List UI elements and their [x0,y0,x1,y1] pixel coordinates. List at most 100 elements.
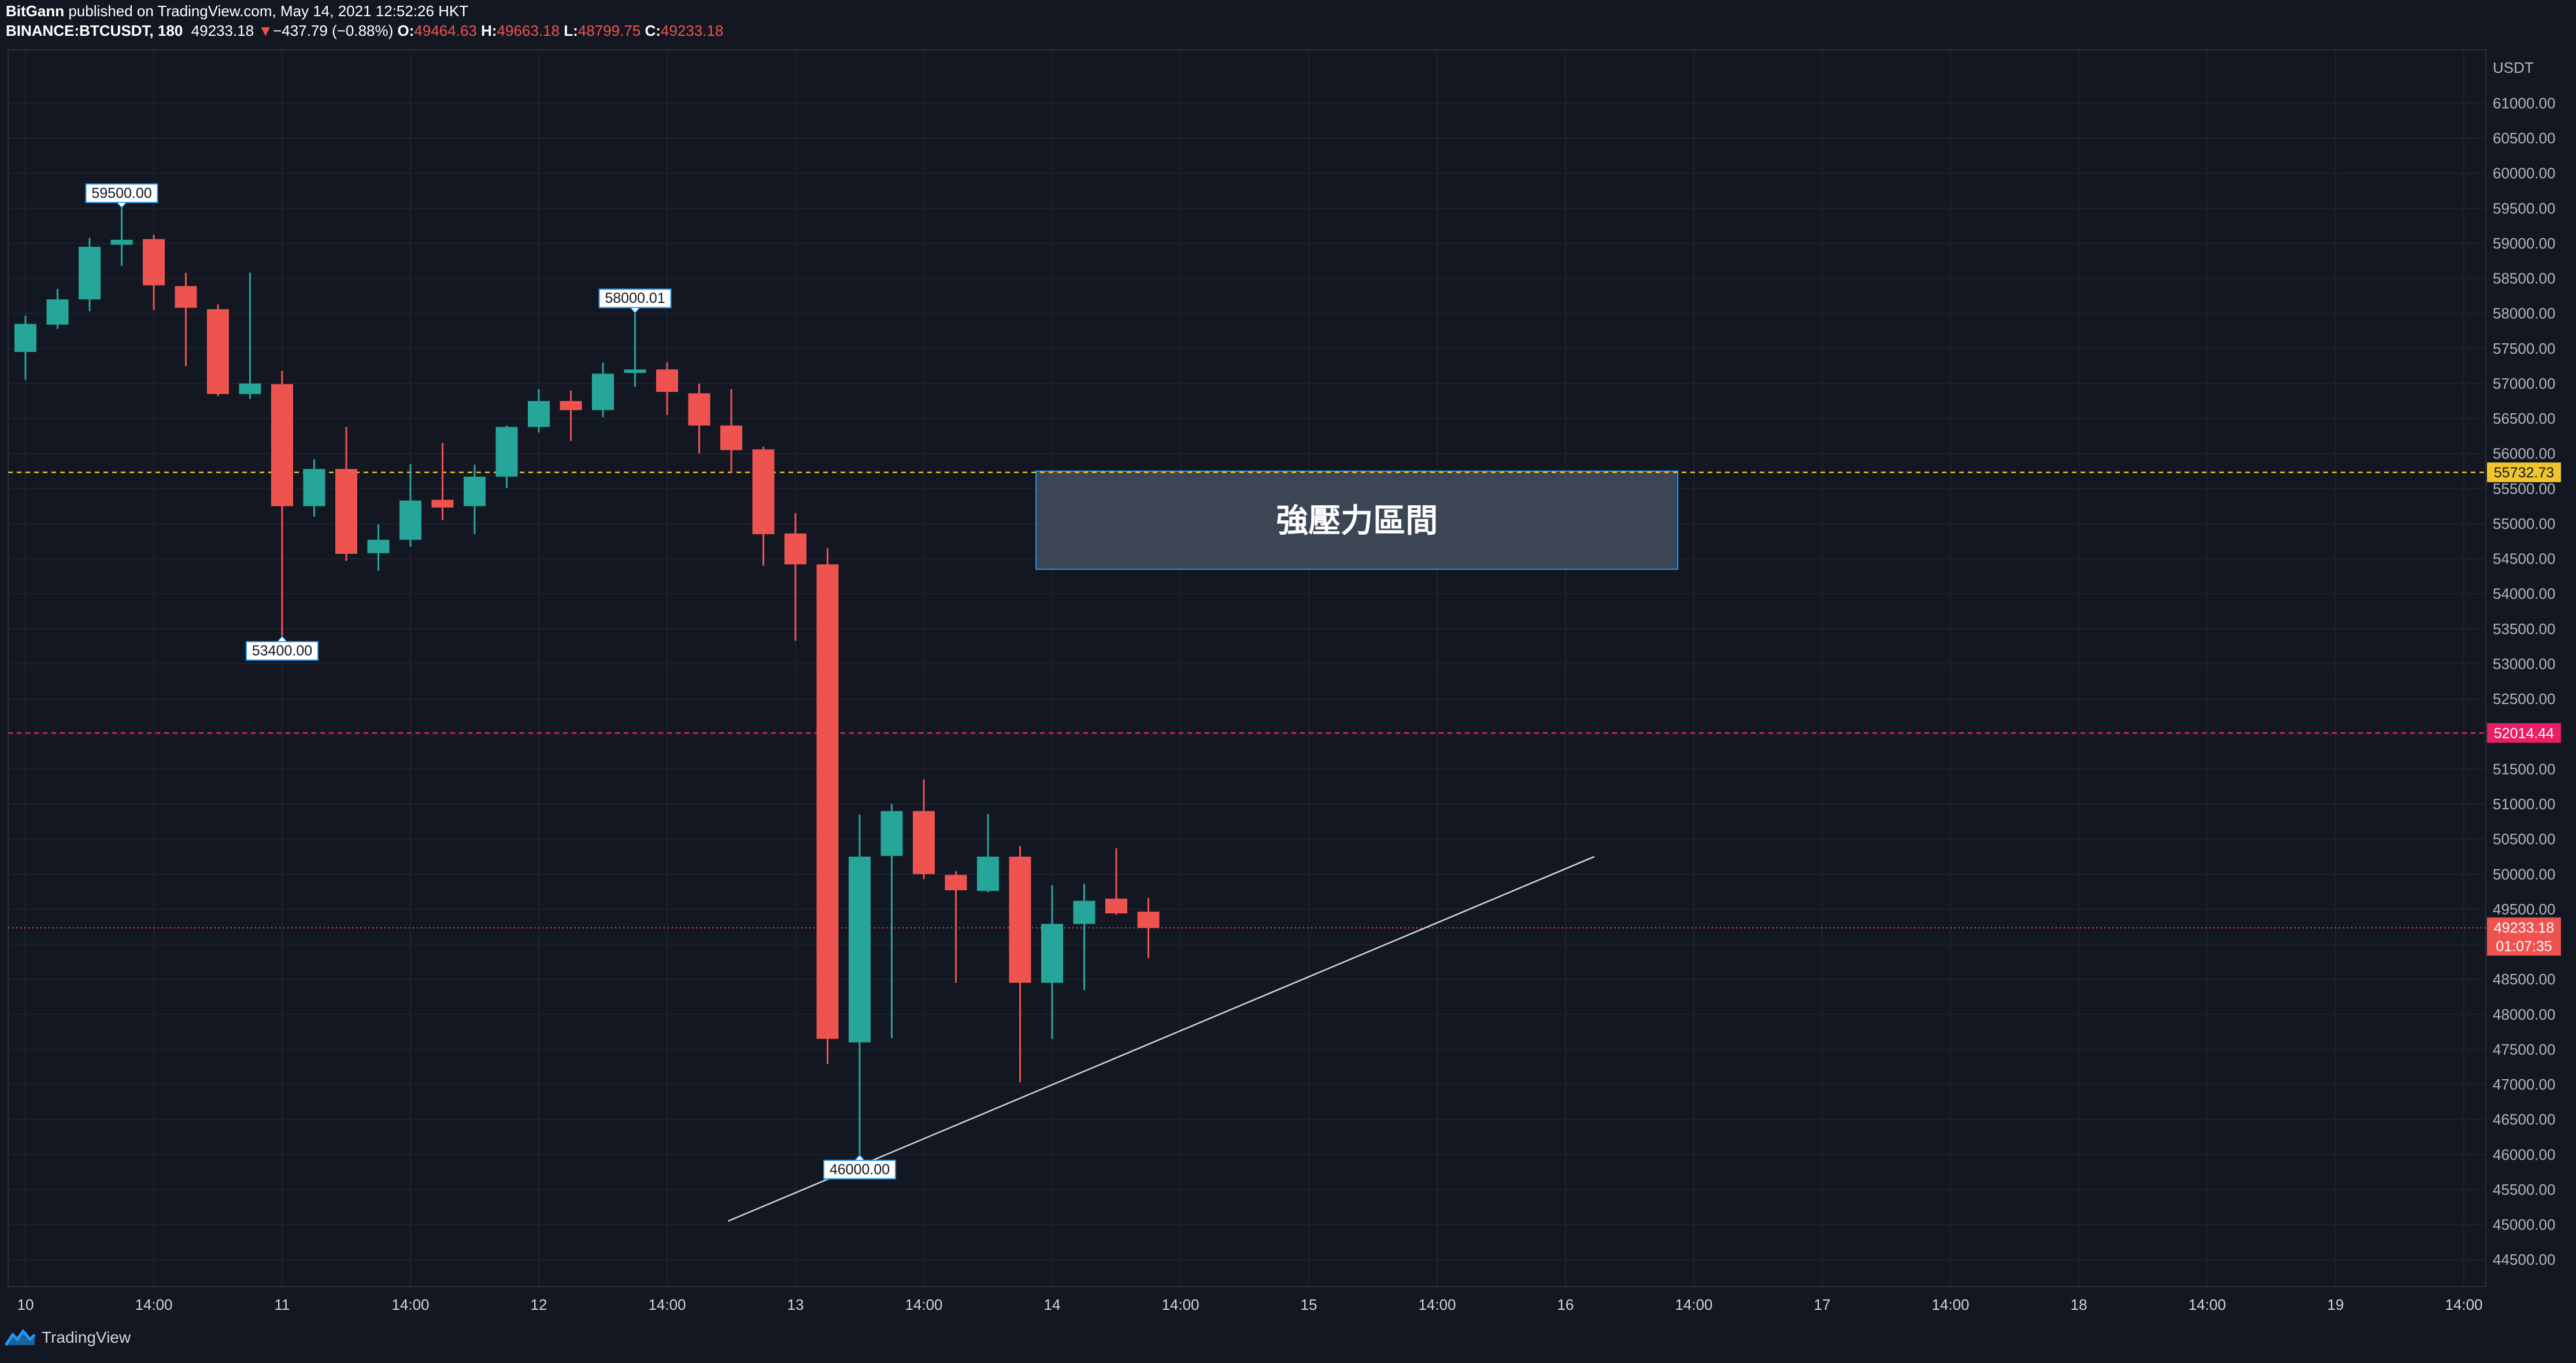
time-tick-label: 14:00 [1161,1296,1199,1313]
price-tick-label: 47500.00 [2493,1040,2555,1058]
price-tick-label: 49500.00 [2493,901,2555,918]
candle-body [656,369,678,392]
time-tick-label: 13 [787,1296,804,1313]
price-tick-label: 47000.00 [2493,1076,2555,1093]
candle-body [79,246,101,299]
price-tick-label: 50500.00 [2493,831,2555,848]
price-callout-label: 46000.00 [830,1161,890,1177]
change-down-icon: ▼ [258,22,273,39]
low-value: 48799.75 [578,22,641,39]
price-tick-label: 56000.00 [2493,445,2555,462]
candle-body [495,427,518,477]
horizontal-line-label-bg [2487,723,2561,743]
price-callout-pointer [116,202,128,209]
candle-body [592,373,614,410]
candle-body [720,425,742,450]
price-tick-label: 53500.00 [2493,620,2555,638]
price-callout-label: 58000.01 [605,290,665,306]
time-tick-label: 14 [1044,1296,1061,1313]
high-label: H: [481,22,497,39]
candle-body [752,449,775,535]
candle-body [1105,898,1127,914]
candle-body [431,499,454,508]
candle-body [335,469,357,554]
price-tick-label: 48500.00 [2493,971,2555,988]
tradingview-logo-icon[interactable] [5,1329,36,1346]
candle-body [239,383,261,394]
candle-body [1137,912,1160,928]
price-callout-box [85,183,158,203]
time-tick-label: 17 [1814,1296,1831,1313]
footer: TradingView [5,1328,131,1347]
time-tick-label: 14:00 [648,1296,686,1313]
candle-body [399,500,421,540]
open-label: O: [397,22,414,39]
horizontal-line-label: 52014.44 [2494,725,2554,742]
time-tick-label: 16 [1557,1296,1574,1313]
brand-name[interactable]: TradingView [42,1328,131,1346]
countdown-label: 01:07:35 [2496,938,2552,954]
resistance-zone-label: 強壓力區間 [1276,502,1438,539]
resistance-zone [1035,471,1679,570]
candle-body [880,811,903,856]
candle-body [816,564,839,1039]
candle-body [143,239,165,286]
open-value: 49464.63 [414,22,477,39]
author-name[interactable]: BitGann [6,2,65,20]
candle-body [110,239,133,245]
time-tick-label: 14:00 [1418,1296,1456,1313]
symbol-label: BINANCE:BTCUSDT, 180 [6,22,183,39]
time-tick-label: 18 [2071,1296,2088,1313]
time-tick-label: 12 [531,1296,547,1313]
price-tick-label: 45000.00 [2493,1216,2555,1234]
time-tick-label: 14:00 [1931,1296,1969,1313]
candle-body [624,369,646,373]
candle-body [46,299,69,325]
high-value: 49663.18 [497,22,560,39]
price-tick-label: 60000.00 [2493,165,2555,182]
price-tick-label: 51500.00 [2493,760,2555,777]
price-tick-label: 55500.00 [2493,480,2555,497]
price-tick-label: 59000.00 [2493,235,2555,252]
time-tick-label: 14:00 [2188,1296,2226,1313]
price-tick-label: 57500.00 [2493,340,2555,357]
close-label: C: [645,22,661,39]
price-callout-label: 59500.00 [91,185,151,201]
published-text: published on TradingView.com, May 14, 20… [68,2,469,20]
candle-body [688,393,710,426]
candle-body [784,533,806,565]
price-tick-label: 55000.00 [2493,515,2555,532]
candle-body [977,856,999,891]
price-tick-label: 46500.00 [2493,1111,2555,1128]
price-tick-label: 58000.00 [2493,305,2555,322]
close-value: 49233.18 [660,22,724,39]
price-callout-pointer [854,1154,865,1161]
price-tick-label: 60500.00 [2493,129,2555,147]
price-tick-label: 61000.00 [2493,94,2555,112]
candle-body [175,286,197,308]
plot-frame [8,49,2486,1287]
price-tick-label: 54500.00 [2493,550,2555,568]
candle-body [913,811,935,875]
candle-body [207,309,229,394]
horizontal-line-label: 55732.73 [2494,465,2554,481]
publish-info: BitGann published on TradingView.com, Ma… [6,2,468,20]
price-tick-label: 59500.00 [2493,199,2555,217]
last-price-label-bg [2487,917,2561,956]
time-tick-label: 14:00 [391,1296,429,1313]
candle-body [464,476,486,506]
horizontal-line-label-bg [2487,462,2561,483]
price-tick-label: 56500.00 [2493,410,2555,427]
candle-body [367,539,390,553]
candle-body [1009,856,1031,983]
change-value: −437.79 (−0.88%) [273,22,394,39]
candle-body [560,401,582,410]
price-tick-label: 45500.00 [2493,1181,2555,1198]
candle-body [1041,924,1063,983]
candle-body [14,324,36,352]
time-tick-label: 11 [275,1296,290,1313]
time-tick-label: 14:00 [2445,1296,2482,1313]
price-tick-label: 46000.00 [2493,1146,2555,1163]
price-tick-label: 53000.00 [2493,655,2555,672]
